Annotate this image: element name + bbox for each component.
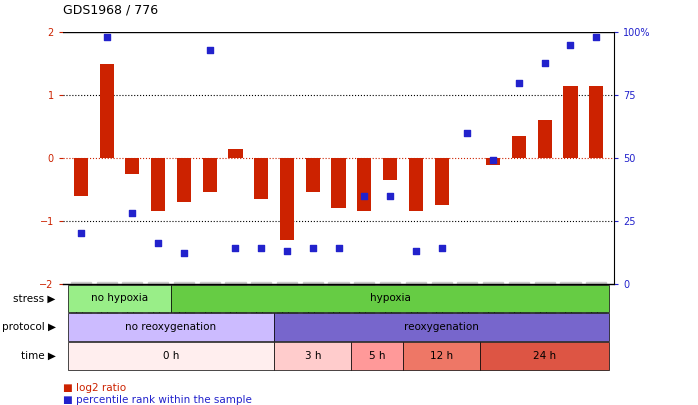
Bar bbox=[74, 158, 88, 196]
Point bbox=[230, 245, 241, 252]
Point bbox=[513, 79, 524, 86]
Point bbox=[333, 245, 344, 252]
Point bbox=[281, 247, 292, 254]
Bar bbox=[537, 120, 551, 158]
Text: protocol ▶: protocol ▶ bbox=[2, 322, 56, 332]
Bar bbox=[151, 158, 165, 211]
Bar bbox=[280, 158, 294, 240]
Text: time ▶: time ▶ bbox=[21, 351, 56, 361]
Bar bbox=[177, 158, 191, 202]
Point bbox=[75, 230, 87, 237]
Bar bbox=[228, 149, 242, 158]
Text: 3 h: 3 h bbox=[304, 351, 321, 361]
Text: 5 h: 5 h bbox=[369, 351, 385, 361]
Bar bbox=[306, 158, 320, 192]
Point bbox=[436, 245, 447, 252]
Bar bbox=[486, 158, 500, 166]
Text: 0 h: 0 h bbox=[163, 351, 179, 361]
Bar bbox=[357, 158, 371, 211]
Bar bbox=[126, 158, 140, 174]
Text: GDS1968 / 776: GDS1968 / 776 bbox=[63, 3, 158, 16]
Text: reoxygenation: reoxygenation bbox=[404, 322, 479, 332]
Point bbox=[359, 192, 370, 199]
Point bbox=[101, 34, 112, 40]
Bar bbox=[202, 158, 217, 192]
Bar bbox=[383, 158, 397, 180]
Text: no reoxygenation: no reoxygenation bbox=[126, 322, 216, 332]
Point bbox=[410, 247, 422, 254]
Text: 12 h: 12 h bbox=[430, 351, 453, 361]
Point bbox=[307, 245, 318, 252]
Bar bbox=[100, 64, 114, 158]
Point bbox=[385, 192, 396, 199]
Bar bbox=[409, 158, 423, 211]
Point bbox=[487, 157, 498, 164]
Text: 24 h: 24 h bbox=[533, 351, 556, 361]
Point bbox=[127, 210, 138, 216]
Point bbox=[179, 250, 190, 257]
Point bbox=[462, 130, 473, 136]
Point bbox=[539, 59, 550, 66]
Point bbox=[153, 240, 164, 247]
Bar bbox=[563, 86, 577, 158]
Point bbox=[204, 47, 215, 53]
Text: hypoxia: hypoxia bbox=[370, 294, 410, 303]
Bar bbox=[435, 158, 449, 205]
Point bbox=[255, 245, 267, 252]
Text: no hypoxia: no hypoxia bbox=[91, 294, 148, 303]
Bar bbox=[589, 86, 603, 158]
Point bbox=[591, 34, 602, 40]
Bar bbox=[512, 136, 526, 158]
Bar bbox=[254, 158, 268, 199]
Text: stress ▶: stress ▶ bbox=[13, 294, 56, 303]
Bar bbox=[332, 158, 346, 208]
Text: ■ log2 ratio: ■ log2 ratio bbox=[63, 383, 126, 393]
Text: ■ percentile rank within the sample: ■ percentile rank within the sample bbox=[63, 395, 252, 405]
Point bbox=[565, 42, 576, 48]
